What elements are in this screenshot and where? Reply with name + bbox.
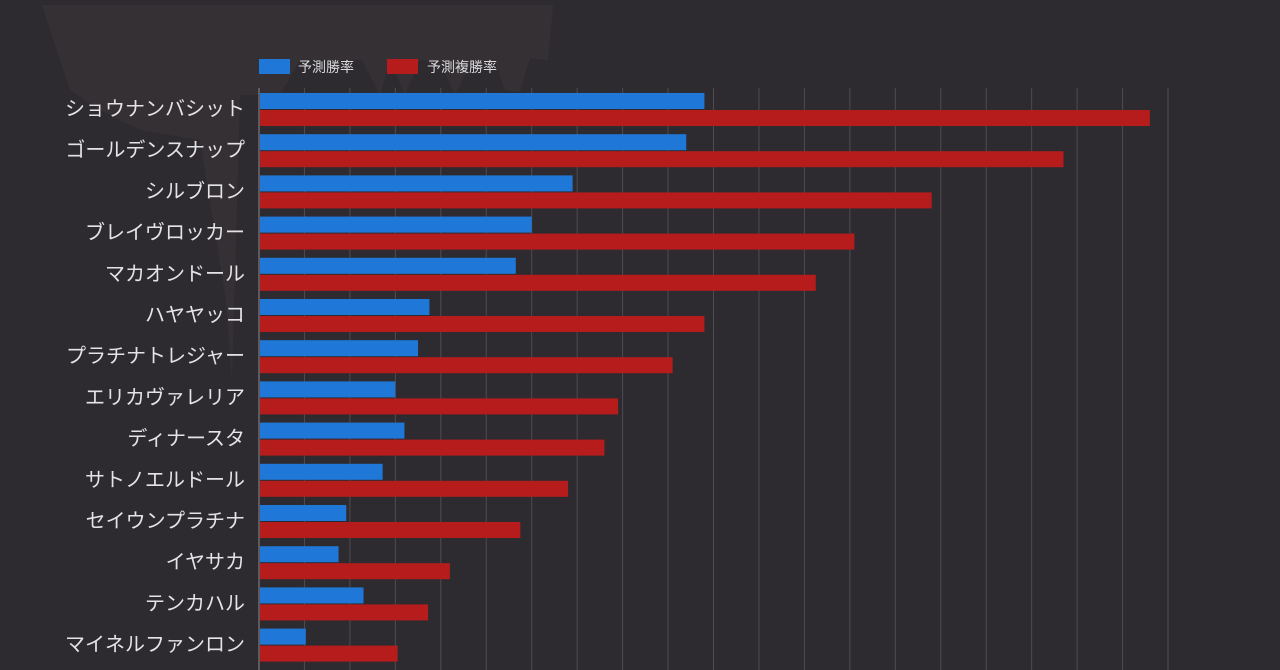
legend-label-win: 予測勝率 (298, 59, 354, 76)
category-label-9: サトノエルドール (85, 467, 245, 491)
category-label-10: セイウンプラチナ (86, 509, 245, 533)
bar-place-13 (260, 645, 398, 662)
bar-win-1 (260, 134, 687, 151)
bar-win-4 (260, 257, 516, 274)
bar-place-5 (260, 316, 705, 332)
bar-win-12 (260, 587, 364, 604)
category-label-12: テンカハル (145, 591, 245, 615)
bar-place-11 (260, 563, 450, 580)
bar-place-3 (260, 233, 855, 250)
bar-win-0 (260, 93, 705, 109)
bar-win-7 (260, 381, 396, 398)
bar-place-6 (260, 357, 673, 374)
category-label-6: プラチナトレジャー (66, 344, 245, 368)
category-label-13: マイネルファンロン (65, 632, 245, 656)
bar-place-2 (260, 192, 932, 209)
category-label-5: ハヤヤッコ (145, 303, 245, 327)
category-label-8: ディナースタ (127, 426, 245, 450)
category-label-4: マカオンドール (105, 261, 245, 285)
bar-place-4 (260, 274, 816, 291)
bar-win-3 (260, 216, 532, 233)
legend-label-place: 予測複勝率 (427, 59, 497, 76)
bar-win-9 (260, 463, 383, 480)
bar-win-5 (260, 299, 430, 315)
category-label-11: イヤサカ (166, 550, 245, 574)
background-shape (42, 5, 553, 380)
category-label-3: ブレイヴロッカー (85, 220, 245, 244)
bar-place-10 (260, 522, 521, 538)
bar-win-2 (260, 175, 573, 192)
category-label-1: ゴールデンスナップ (65, 138, 245, 162)
bar-place-8 (260, 439, 605, 456)
bar-place-0 (260, 110, 1150, 126)
legend: 予測勝率 予測複勝率 (259, 59, 497, 76)
category-label-2: シルブロン (145, 179, 245, 203)
bar-place-12 (260, 604, 429, 621)
category-label-7: エリカヴァレリア (85, 385, 245, 409)
grid-lines (303, 88, 1169, 670)
bar-place-1 (260, 151, 1064, 168)
category-label-0: ショウナンバシット (65, 97, 245, 121)
bars (260, 93, 1150, 662)
legend-swatch-place (387, 59, 418, 74)
bar-win-13 (260, 628, 306, 645)
bar-place-9 (260, 480, 569, 497)
bar-place-7 (260, 398, 619, 415)
category-labels: ショウナンバシットゴールデンスナップシルブロンブレイヴロッカーマカオンドールハヤ… (65, 97, 245, 657)
bar-win-11 (260, 546, 339, 563)
bar-win-6 (260, 340, 419, 357)
bar-win-10 (260, 505, 347, 521)
legend-swatch-win (259, 59, 290, 74)
bar-win-8 (260, 422, 405, 439)
